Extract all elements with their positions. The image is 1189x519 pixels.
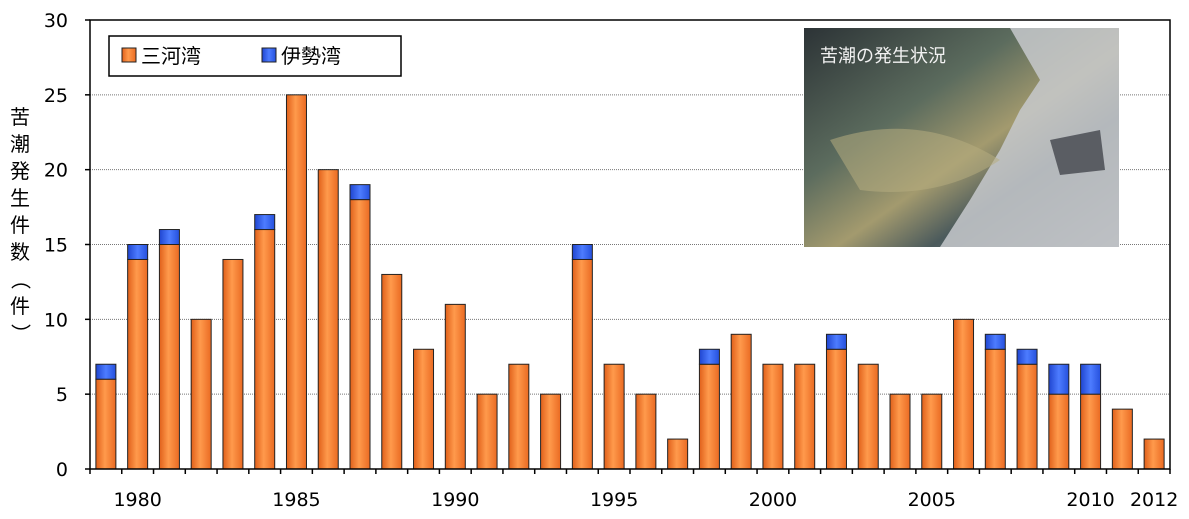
- bar-mikawa-1999: [730, 333, 752, 470]
- bar-ise-1987: [349, 184, 371, 201]
- bar-ise-1994: [571, 244, 593, 260]
- legend-label-mikawa: 三河湾: [141, 44, 201, 68]
- bar-ise-2002: [825, 333, 847, 350]
- x-tick-label: 2000: [749, 489, 797, 511]
- bar-mikawa-2010: [1080, 393, 1102, 470]
- bar-ise-2010: [1080, 363, 1102, 395]
- bar-mikawa-1982: [190, 318, 212, 470]
- bar-mikawa-1979: [95, 378, 117, 470]
- legend-swatch-ise: [261, 47, 277, 63]
- x-tick-label: 2005: [908, 489, 956, 511]
- x-tick-label: 2010: [1066, 489, 1114, 511]
- photo-caption: 苦潮の発生状況: [820, 46, 946, 67]
- bar-ise-1998: [698, 348, 720, 365]
- y-axis-label-char: 生: [10, 186, 30, 210]
- legend-swatch-mikawa: [121, 47, 137, 63]
- photo-tide-plume: [830, 128, 1000, 192]
- y-tick-label: 20: [44, 160, 68, 182]
- bar-mikawa-2012: [1143, 438, 1165, 470]
- x-tick-label: 1980: [113, 489, 161, 511]
- bar-mikawa-1989: [413, 348, 435, 470]
- y-tick-label: 30: [44, 10, 68, 32]
- y-tick-label: 0: [56, 459, 68, 481]
- bar-mikawa-1984: [254, 229, 276, 470]
- bar-mikawa-1988: [381, 273, 403, 470]
- bar-mikawa-1992: [508, 363, 530, 470]
- bar-mikawa-2009: [1048, 393, 1070, 470]
- legend-label-ise: 伊勢湾: [281, 44, 341, 68]
- bar-mikawa-1995: [603, 363, 625, 470]
- bar-mikawa-2008: [1016, 363, 1038, 470]
- bar-mikawa-1998: [698, 363, 720, 470]
- bar-mikawa-1980: [127, 258, 149, 470]
- y-tick-label: 25: [44, 85, 68, 107]
- x-tick-label: 1990: [431, 489, 479, 511]
- y-tick-label: 10: [44, 309, 68, 331]
- x-tick-label: 2012: [1130, 489, 1178, 511]
- bar-ise-1979: [95, 363, 117, 380]
- bar-mikawa-1990: [444, 303, 466, 470]
- y-axis-label-char: 発: [10, 159, 30, 183]
- y-axis-label-char: 件: [10, 213, 30, 237]
- x-tick-label: 1985: [272, 489, 320, 511]
- bar-mikawa-1983: [222, 258, 244, 470]
- y-axis-label-char: ）: [8, 323, 33, 344]
- photo-pier: [1050, 130, 1105, 175]
- bar-mikawa-1993: [540, 393, 562, 470]
- legend-box: [108, 35, 402, 77]
- bar-mikawa-2000: [762, 363, 784, 470]
- bar-mikawa-1987: [349, 199, 371, 470]
- y-axis-label-char: 件: [10, 294, 30, 318]
- bar-mikawa-2003: [857, 363, 879, 470]
- y-axis-label-char: 潮: [10, 132, 30, 156]
- bar-ise-2009: [1048, 363, 1070, 395]
- bar-mikawa-1994: [571, 258, 593, 470]
- x-tick-label: 1995: [590, 489, 638, 511]
- y-tick-label: 15: [44, 235, 68, 257]
- y-tick-label: 5: [56, 384, 68, 406]
- bar-mikawa-2002: [825, 348, 847, 470]
- bar-ise-1984: [254, 214, 276, 231]
- bar-mikawa-2007: [984, 348, 1006, 470]
- y-axis-label-char: （: [8, 269, 33, 290]
- bar-ise-2007: [984, 333, 1006, 350]
- bar-mikawa-1996: [635, 393, 657, 470]
- y-axis-label-char: 数: [10, 240, 30, 264]
- bar-mikawa-1986: [317, 169, 339, 470]
- bar-mikawa-2004: [889, 393, 911, 470]
- bar-ise-1980: [127, 244, 149, 260]
- bar-mikawa-1991: [476, 393, 498, 470]
- bar-mikawa-2001: [794, 363, 816, 470]
- bar-mikawa-2005: [921, 393, 943, 470]
- photo-land: [940, 28, 1119, 247]
- bar-ise-1981: [158, 229, 180, 246]
- legend: 三河湾 伊勢湾: [108, 35, 402, 77]
- bar-mikawa-2011: [1111, 408, 1133, 470]
- bar-mikawa-1981: [158, 244, 180, 470]
- inset-photo: 苦潮の発生状況: [804, 28, 1119, 247]
- bar-mikawa-1985: [285, 94, 307, 470]
- bar-ise-2008: [1016, 348, 1038, 365]
- bar-mikawa-2006: [953, 318, 975, 470]
- bar-mikawa-1997: [667, 438, 689, 470]
- y-axis-label-char: 苦: [10, 105, 30, 129]
- y-axis-label: 苦潮発生件数（件）: [6, 104, 34, 347]
